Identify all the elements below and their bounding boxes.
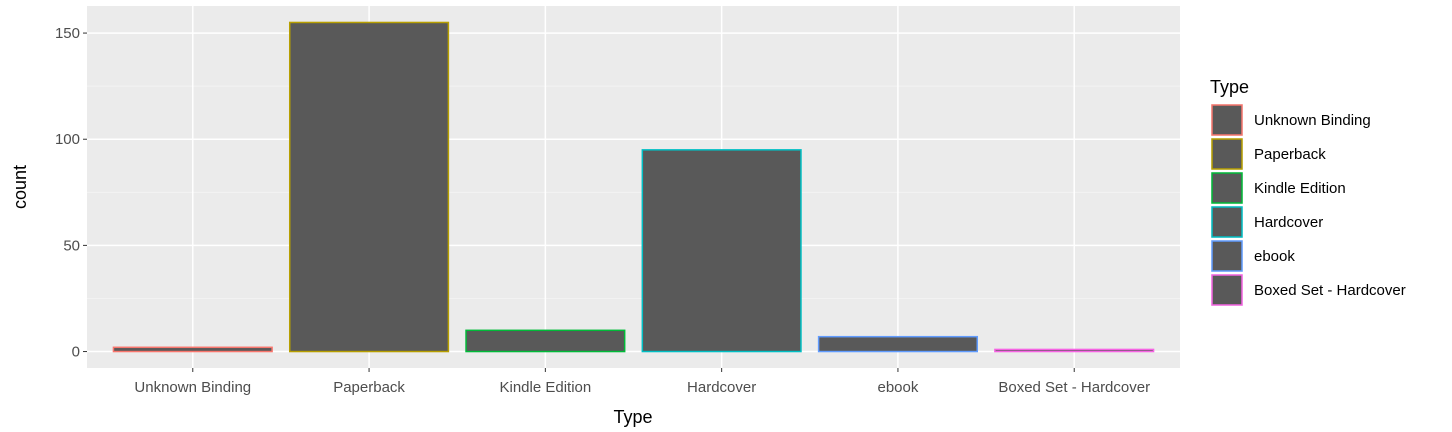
legend-swatch <box>1211 104 1243 136</box>
legend-label: Hardcover <box>1254 214 1323 231</box>
y-tick-label: 50 <box>63 237 80 254</box>
plot-panel <box>87 6 1180 368</box>
bar-ebook <box>817 335 979 353</box>
x-tick-label: ebook <box>877 379 918 396</box>
legend-swatch <box>1211 172 1243 204</box>
legend-label: Paperback <box>1254 146 1326 163</box>
legend-swatch <box>1211 206 1243 238</box>
legend-title: Type <box>1210 77 1249 97</box>
x-axis-title: Type <box>613 407 652 427</box>
y-axis-title: count <box>10 165 30 209</box>
legend: Type Unknown Binding Paperback Kindle Edit… <box>1210 77 1406 306</box>
y-axis: 0 50 100 150 <box>55 25 87 361</box>
legend-label: Kindle Edition <box>1254 180 1346 197</box>
legend-label: Unknown Binding <box>1254 112 1371 129</box>
x-tick-label: Boxed Set - Hardcover <box>998 379 1150 396</box>
y-tick-label: 150 <box>55 25 80 42</box>
legend-label: ebook <box>1254 248 1295 265</box>
y-tick-label: 0 <box>72 344 80 361</box>
legend-swatch <box>1211 240 1243 272</box>
x-tick-label: Paperback <box>333 379 405 396</box>
minor-gridlines <box>87 85 1180 299</box>
bar-hardcover <box>641 149 802 353</box>
legend-label: Boxed Set - Hardcover <box>1254 282 1406 299</box>
y-tick-label: 100 <box>55 131 80 148</box>
legend-swatch <box>1211 138 1243 170</box>
bar-kindle-edition <box>465 329 626 353</box>
bars <box>112 21 1155 353</box>
bar-boxed-set-hardcover <box>994 348 1155 353</box>
x-tick-label: Hardcover <box>687 379 756 396</box>
x-tick-label: Kindle Edition <box>499 379 591 396</box>
x-axis: Unknown Binding Paperback Kindle Edition Ha… <box>134 368 1150 396</box>
bar-unknown-binding <box>112 346 273 353</box>
bar-paperback <box>288 21 450 353</box>
x-tick-label: Unknown Binding <box>134 379 251 396</box>
legend-swatch <box>1211 274 1243 306</box>
